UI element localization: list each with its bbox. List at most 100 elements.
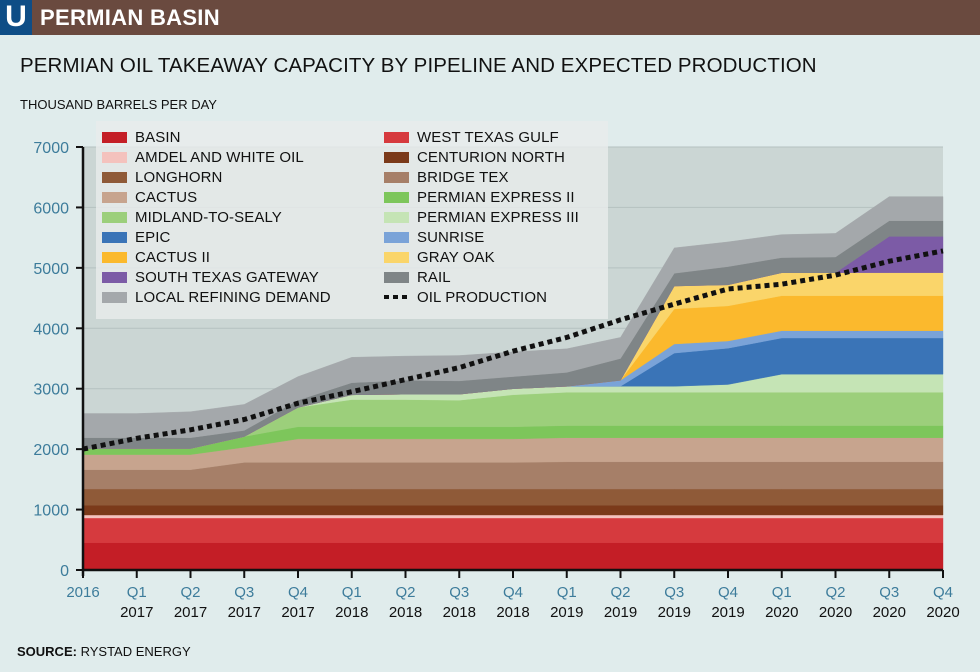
legend-label: WEST TEXAS GULF — [417, 128, 559, 146]
x-tick-quarter-label: Q4 — [718, 584, 738, 601]
x-tick-quarter-label: Q2 — [825, 584, 845, 601]
legend-label: RAIL — [417, 268, 451, 286]
x-tick-quarter-label: Q1 — [342, 584, 362, 601]
x-tick-quarter-label: Q3 — [664, 584, 684, 601]
legend-column-right: WEST TEXAS GULF CENTURION NORTH BRIDGE TEX… — [384, 127, 579, 307]
x-tick-year-label: 2018 — [335, 604, 368, 621]
chart-legend: BASIN AMDEL AND WHITE OIL LONGHORN CACTUS MI… — [96, 121, 608, 319]
legend-label: CACTUS — [135, 188, 198, 206]
y-tick-label: 5000 — [33, 261, 69, 278]
color-swatch-icon — [384, 191, 409, 203]
legend-item: RAIL — [384, 267, 579, 287]
oil-production-dotted-line — [82, 248, 944, 452]
publisher-logo-icon: U — [0, 0, 32, 35]
x-tick-quarter-label: Q2 — [180, 584, 200, 601]
x-axis-ticks: 2016 Q1 2017 Q2 2017 Q3 2017 Q4 2017 Q1 2018 Q2 2018… — [66, 570, 960, 621]
x-tick-year-label: 2020 — [765, 604, 798, 621]
legend-item: CACTUS II — [102, 247, 331, 267]
y-tick-label: 4000 — [33, 321, 69, 338]
legend-item: AMDEL AND WHITE OIL — [102, 147, 331, 167]
y-axis-unit-label: THOUSAND BARRELS PER DAY — [20, 97, 217, 112]
area-centurion-north — [82, 505, 944, 516]
x-tick-year-label: 2019 — [550, 604, 583, 621]
color-swatch-icon — [384, 211, 409, 223]
y-tick-label: 3000 — [33, 382, 69, 399]
x-tick-year-label: 2019 — [604, 604, 637, 621]
x-tick-year-label: 2018 — [389, 604, 422, 621]
legend-label: SOUTH TEXAS GATEWAY — [135, 268, 319, 286]
area-longhorn — [82, 488, 944, 506]
x-tick-quarter-label: Q3 — [879, 584, 899, 601]
legend-item: PERMIAN EXPRESS II — [384, 187, 579, 207]
legend-label: LOCAL REFINING DEMAND — [135, 288, 331, 306]
x-tick-quarter-label: Q3 — [234, 584, 254, 601]
legend-item: OIL PRODUCTION — [384, 287, 579, 307]
x-tick-year-label: 2020 — [819, 604, 852, 621]
color-swatch-icon — [384, 231, 409, 243]
legend-label: GRAY OAK — [417, 248, 495, 266]
legend-label: MIDLAND-TO-SEALY — [135, 208, 282, 226]
color-swatch-icon — [102, 191, 127, 203]
source-label: SOURCE: — [17, 644, 77, 659]
legend-column-left: BASIN AMDEL AND WHITE OIL LONGHORN CACTUS MI… — [102, 127, 331, 307]
legend-item: MIDLAND-TO-SEALY — [102, 207, 331, 227]
legend-label: CACTUS II — [135, 248, 211, 266]
color-swatch-icon — [102, 171, 127, 183]
area-basin — [82, 542, 944, 571]
x-tick-quarter-label: Q4 — [288, 584, 308, 601]
area-amdel-and-white-oil — [82, 514, 944, 519]
color-swatch-icon — [102, 151, 127, 163]
section-title: PERMIAN BASIN — [40, 5, 220, 30]
x-tick-year-label: 2020 — [926, 604, 959, 621]
x-tick-year-label: 2019 — [658, 604, 691, 621]
x-tick-quarter-label: Q4 — [503, 584, 523, 601]
x-tick-quarter-label: Q2 — [610, 584, 630, 601]
legend-item: BRIDGE TEX — [384, 167, 579, 187]
x-tick-quarter-label: Q4 — [933, 584, 953, 601]
x-tick-year-label: 2019 — [711, 604, 744, 621]
y-tick-label: 7000 — [33, 140, 69, 157]
dotted-line-swatch-icon — [384, 295, 409, 299]
legend-label: PERMIAN EXPRESS II — [417, 188, 575, 206]
legend-label: LONGHORN — [135, 168, 223, 186]
x-tick-year-label: 2017 — [281, 604, 314, 621]
legend-label: OIL PRODUCTION — [417, 288, 548, 306]
source-note: SOURCE: RYSTAD ENERGY — [17, 644, 191, 659]
x-tick-year-label: 2017 — [228, 604, 261, 621]
color-swatch-icon — [102, 131, 127, 143]
legend-item: LOCAL REFINING DEMAND — [102, 287, 331, 307]
legend-item: SUNRISE — [384, 227, 579, 247]
legend-item: CACTUS — [102, 187, 331, 207]
stacked-areas — [82, 196, 944, 571]
color-swatch-icon — [102, 271, 127, 283]
legend-label: BRIDGE TEX — [417, 168, 509, 186]
y-tick-label: 6000 — [33, 200, 69, 217]
x-tick-year-label: 2017 — [120, 604, 153, 621]
x-tick-year-label: 2018 — [496, 604, 529, 621]
x-tick-quarter-label: 2016 — [66, 584, 99, 601]
section-header-bar: U PERMIAN BASIN — [0, 0, 980, 35]
area-west-texas-gulf — [82, 517, 944, 543]
color-swatch-icon — [102, 291, 127, 303]
x-tick-quarter-label: Q3 — [449, 584, 469, 601]
legend-item: PERMIAN EXPRESS III — [384, 207, 579, 227]
color-swatch-icon — [384, 131, 409, 143]
y-tick-label: 0 — [60, 563, 69, 580]
y-axis-ticks: 0 1000 2000 3000 4000 5000 6000 7000 — [33, 140, 83, 580]
x-tick-year-label: 2020 — [873, 604, 906, 621]
color-swatch-icon — [102, 231, 127, 243]
legend-item: BASIN — [102, 127, 331, 147]
color-swatch-icon — [384, 151, 409, 163]
legend-item: CENTURION NORTH — [384, 147, 579, 167]
legend-label: BASIN — [135, 128, 181, 146]
legend-item: EPIC — [102, 227, 331, 247]
y-tick-label: 1000 — [33, 503, 69, 520]
legend-label: EPIC — [135, 228, 171, 246]
x-tick-year-label: 2017 — [174, 604, 207, 621]
legend-label: CENTURION NORTH — [417, 148, 565, 166]
color-swatch-icon — [102, 211, 127, 223]
legend-item: WEST TEXAS GULF — [384, 127, 579, 147]
x-tick-quarter-label: Q1 — [772, 584, 792, 601]
chart-title: PERMIAN OIL TAKEAWAY CAPACITY BY PIPELIN… — [20, 54, 817, 77]
